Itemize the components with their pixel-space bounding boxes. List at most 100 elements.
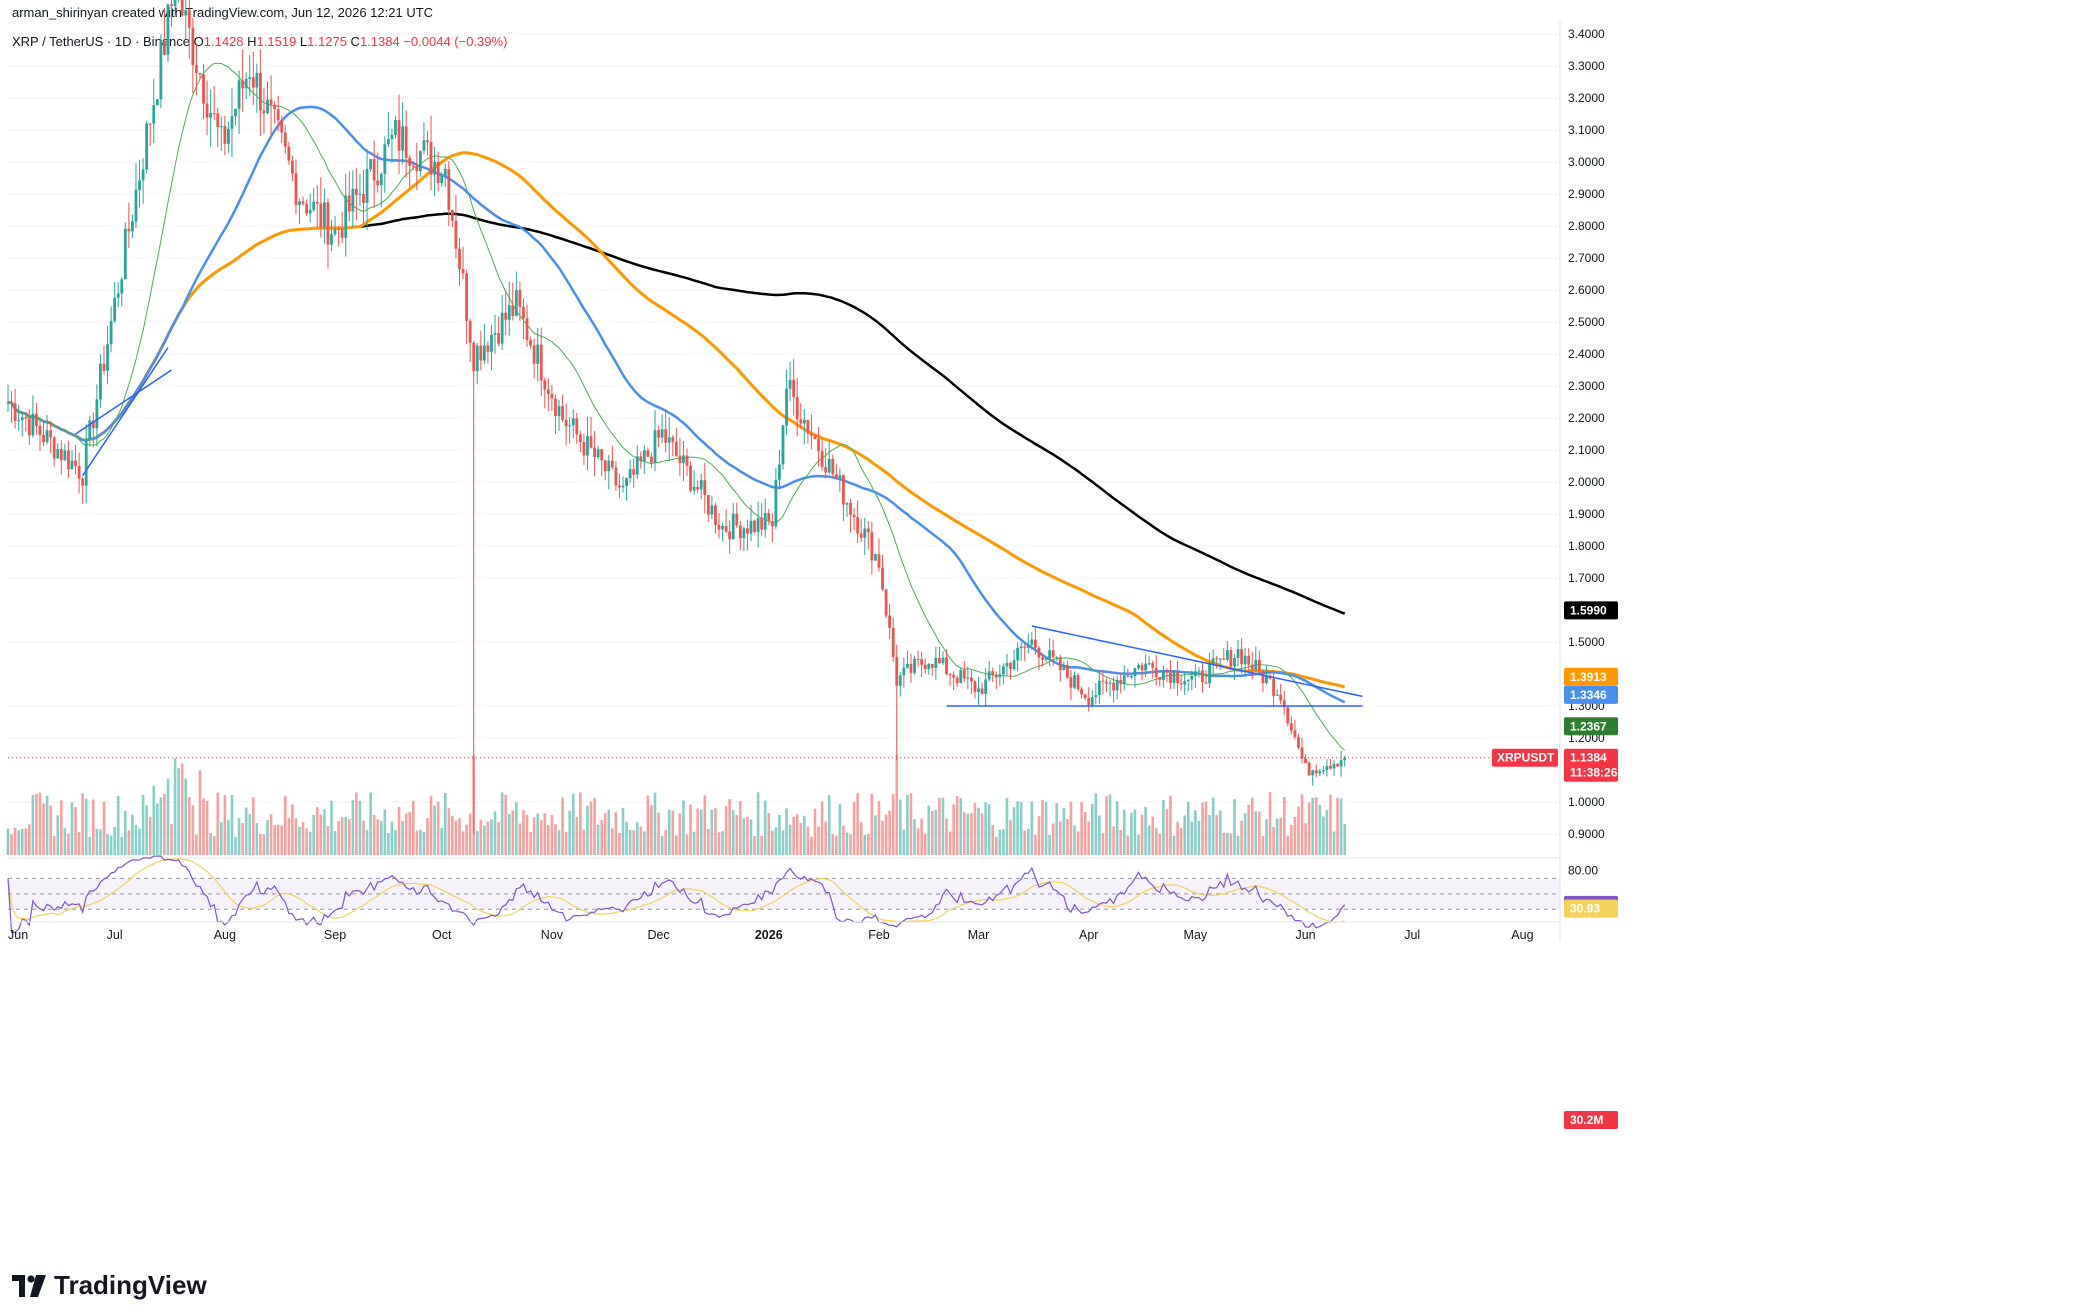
candle-body	[1279, 694, 1283, 701]
volume-bar	[301, 822, 305, 855]
price-tag-ma-green: 1.2367	[1564, 717, 1618, 736]
volume-bar	[511, 810, 515, 855]
candle-body	[507, 305, 511, 320]
candle-body	[991, 671, 995, 676]
volume-bar	[916, 828, 920, 855]
volume-bar	[607, 810, 611, 855]
candle-body	[696, 486, 700, 490]
candle-body	[74, 460, 77, 467]
volume-bar	[234, 836, 237, 855]
candle-body	[980, 688, 984, 695]
volume-bar	[678, 813, 682, 855]
candle-body	[1097, 680, 1101, 696]
volume-bar	[1307, 802, 1311, 855]
volume-bar	[955, 796, 959, 855]
candle-body	[1172, 671, 1176, 683]
candle-body	[440, 175, 444, 184]
rsi-tag-box	[1564, 899, 1618, 918]
candle-body	[1254, 659, 1258, 670]
candle-body	[792, 379, 796, 398]
volume-bar	[973, 802, 977, 855]
volume-bar	[223, 795, 227, 855]
volume-bar	[411, 800, 415, 855]
volume-bar	[667, 809, 671, 855]
candle-body	[642, 450, 646, 462]
candle-body	[1154, 667, 1158, 677]
candle-body	[1197, 670, 1201, 672]
volume-bar	[714, 808, 717, 855]
candle-body	[1286, 707, 1290, 724]
candle-body	[276, 109, 280, 121]
x-tick-label: Jul	[1404, 928, 1420, 942]
candle-body	[1240, 649, 1243, 665]
candle-body	[362, 194, 365, 203]
volume-bar	[209, 832, 212, 855]
candle-body	[795, 397, 799, 420]
candle-body	[408, 157, 412, 166]
candle-body	[202, 74, 205, 104]
candle-body	[632, 469, 636, 475]
volume-bar	[1211, 797, 1215, 855]
volume-bar	[931, 811, 934, 855]
candle-body	[799, 419, 803, 424]
candle-body	[237, 80, 241, 109]
candle-body	[859, 533, 863, 538]
candle-body	[1229, 650, 1233, 667]
volume-bar	[440, 827, 444, 855]
candle-body	[88, 420, 92, 441]
volume-bar	[1012, 807, 1016, 855]
candle-body	[369, 159, 373, 170]
x-tick-label: Sep	[324, 928, 346, 942]
candle-body	[141, 169, 145, 181]
candle-body	[543, 380, 547, 390]
volume-bar	[1343, 823, 1346, 855]
candle-body	[77, 466, 81, 479]
candle-body	[52, 437, 56, 459]
candle-body	[1055, 657, 1059, 659]
volume-bar	[550, 815, 554, 855]
volume-bar	[820, 801, 824, 855]
candle-body	[1119, 680, 1123, 685]
candle-body	[589, 436, 593, 448]
candle-body	[27, 418, 31, 436]
x-tick-label: Aug	[1511, 928, 1533, 942]
volume-bar	[600, 820, 603, 855]
candle-body	[95, 399, 99, 429]
volume-bar	[387, 833, 390, 855]
volume-bar	[721, 831, 724, 855]
volume-bar	[138, 828, 141, 855]
candle-body	[1311, 770, 1315, 776]
volume-bar	[1026, 828, 1030, 855]
candle-body	[390, 134, 394, 140]
volume-bar	[621, 807, 625, 855]
volume-bar	[1048, 835, 1051, 855]
y-tick-label: 1.0000	[1568, 795, 1605, 809]
volume-bar	[1023, 830, 1027, 855]
volume-bar	[20, 828, 24, 855]
volume-bar	[788, 824, 792, 855]
candle-body	[692, 486, 696, 491]
candle-body	[411, 165, 415, 167]
volume-bar	[497, 822, 500, 855]
volume-bar	[323, 809, 326, 855]
x-tick-label: Apr	[1079, 928, 1098, 942]
candle-body	[386, 139, 390, 145]
volume-bar	[689, 804, 692, 855]
candle-body	[952, 674, 956, 678]
candle-body	[557, 406, 561, 417]
x-tick-label: Mar	[968, 928, 990, 942]
y-tick-label: 1.8000	[1568, 539, 1605, 553]
volume-bar	[212, 836, 216, 855]
candle-body	[1222, 658, 1226, 660]
y-tick-label: 2.3000	[1568, 379, 1605, 393]
volume-bar	[1293, 816, 1297, 855]
candle-body	[959, 670, 963, 684]
price-axis	[1560, 0, 2078, 1312]
candle-body	[1293, 730, 1297, 738]
volume-bar	[145, 805, 148, 855]
volume-bar	[1186, 801, 1190, 855]
candle-body	[984, 679, 988, 695]
candle-body	[802, 419, 806, 424]
volume-bar	[1122, 809, 1126, 855]
